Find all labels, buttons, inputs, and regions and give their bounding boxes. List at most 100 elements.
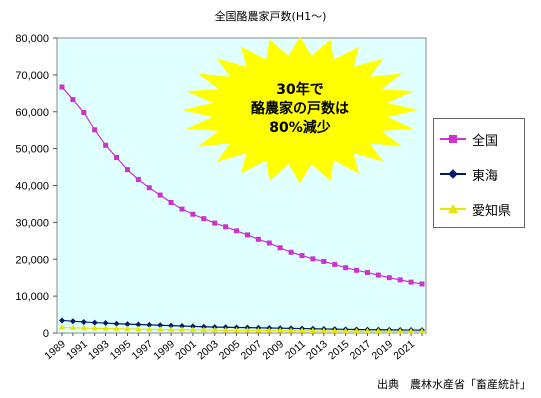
x-tick-label: 1991 bbox=[64, 338, 90, 362]
data-point bbox=[331, 327, 338, 334]
data-point bbox=[80, 324, 87, 331]
data-point bbox=[168, 326, 175, 332]
starburst-shape bbox=[182, 36, 418, 184]
data-point bbox=[343, 265, 349, 271]
data-point bbox=[189, 326, 196, 332]
data-point bbox=[168, 199, 174, 205]
data-point bbox=[211, 326, 218, 333]
data-point bbox=[102, 325, 109, 331]
data-point bbox=[342, 327, 349, 334]
data-point bbox=[157, 322, 164, 329]
data-point bbox=[70, 97, 76, 103]
data-point bbox=[255, 236, 261, 242]
x-tick-label: 1993 bbox=[86, 338, 112, 362]
data-point bbox=[69, 324, 76, 330]
x-tick-label: 2007 bbox=[239, 338, 265, 362]
y-tick-label: 30,000 bbox=[15, 217, 49, 229]
data-point bbox=[69, 318, 76, 325]
legend-swatch-tokai bbox=[440, 168, 466, 180]
series-2 bbox=[59, 323, 425, 334]
data-point bbox=[212, 220, 218, 226]
data-point bbox=[81, 109, 87, 115]
data-point bbox=[59, 84, 65, 90]
x-tick-label: 2001 bbox=[173, 338, 199, 362]
data-point bbox=[386, 327, 393, 334]
data-point bbox=[309, 327, 316, 333]
data-point bbox=[266, 327, 273, 333]
data-point bbox=[124, 167, 130, 173]
data-point bbox=[321, 258, 327, 264]
data-point bbox=[386, 275, 392, 281]
data-point bbox=[59, 323, 65, 330]
data-point bbox=[419, 327, 425, 334]
data-point bbox=[92, 127, 98, 133]
legend-item-zenkoku: 全国 bbox=[440, 129, 498, 149]
data-point bbox=[179, 206, 185, 212]
data-point bbox=[223, 224, 229, 230]
series-line bbox=[61, 319, 423, 331]
data-point bbox=[375, 327, 382, 334]
x-axis: 1989199119931995199719992001200320052007… bbox=[42, 333, 423, 362]
x-tick-label: 2017 bbox=[348, 338, 374, 362]
legend-item-aichi: 愛知県 bbox=[440, 199, 511, 219]
data-point bbox=[179, 326, 185, 332]
legend: 全国 東海 愛知県 bbox=[433, 118, 525, 228]
data-point bbox=[222, 326, 229, 333]
data-point bbox=[408, 279, 414, 285]
data-point bbox=[277, 327, 284, 333]
annotation-line: 30年で bbox=[276, 81, 323, 98]
data-point bbox=[234, 228, 240, 234]
data-point bbox=[288, 249, 294, 255]
data-point bbox=[364, 327, 371, 334]
series-line bbox=[61, 326, 423, 333]
data-point bbox=[397, 277, 403, 283]
y-tick-label: 60,000 bbox=[15, 107, 49, 119]
source-note: 出典 農林水産省「畜産統計」 bbox=[377, 378, 531, 391]
data-point bbox=[244, 232, 250, 238]
series-line bbox=[61, 86, 423, 285]
legend-label-aichi: 愛知県 bbox=[472, 203, 512, 219]
data-point bbox=[201, 216, 207, 222]
data-point bbox=[124, 321, 131, 328]
series-layer bbox=[59, 84, 425, 334]
y-tick-label: 10,000 bbox=[15, 291, 49, 303]
data-point bbox=[146, 185, 152, 191]
y-tick-label: 70,000 bbox=[15, 70, 49, 82]
x-tick-label: 2021 bbox=[391, 338, 417, 362]
data-point bbox=[113, 325, 120, 331]
x-tick-label: 2019 bbox=[370, 338, 396, 362]
data-point bbox=[135, 177, 141, 183]
data-point bbox=[332, 261, 338, 267]
data-point bbox=[310, 256, 316, 262]
x-tick-label: 2009 bbox=[261, 338, 287, 362]
data-point bbox=[179, 322, 185, 329]
legend-label-tokai: 東海 bbox=[472, 168, 499, 184]
series-0 bbox=[59, 84, 425, 287]
data-point bbox=[102, 320, 109, 327]
data-point bbox=[364, 270, 370, 276]
data-point bbox=[419, 281, 425, 287]
x-tick-label: 2005 bbox=[217, 338, 243, 362]
y-tick-label: 40,000 bbox=[15, 181, 49, 193]
data-point bbox=[157, 325, 164, 332]
legend-swatch-zenkoku bbox=[440, 133, 466, 145]
data-point bbox=[91, 324, 98, 331]
annotation-line: 80%減少 bbox=[269, 119, 331, 136]
x-tick-label: 1997 bbox=[130, 338, 156, 362]
data-point bbox=[288, 327, 295, 333]
x-tick-label: 1995 bbox=[108, 338, 134, 362]
data-point bbox=[244, 326, 251, 333]
data-point bbox=[124, 325, 131, 331]
data-point bbox=[103, 142, 109, 148]
annotation-line: 酪農家の戸数は bbox=[251, 100, 349, 117]
chart-title: 全国酪農家戸数(H1～) bbox=[214, 10, 327, 23]
data-point bbox=[233, 326, 240, 333]
data-point bbox=[408, 327, 415, 334]
data-point bbox=[277, 245, 283, 251]
legend-label-zenkoku: 全国 bbox=[472, 133, 499, 149]
data-point bbox=[91, 319, 98, 326]
x-tick-label: 2015 bbox=[326, 338, 352, 362]
data-point bbox=[353, 327, 360, 334]
data-point bbox=[146, 321, 153, 328]
